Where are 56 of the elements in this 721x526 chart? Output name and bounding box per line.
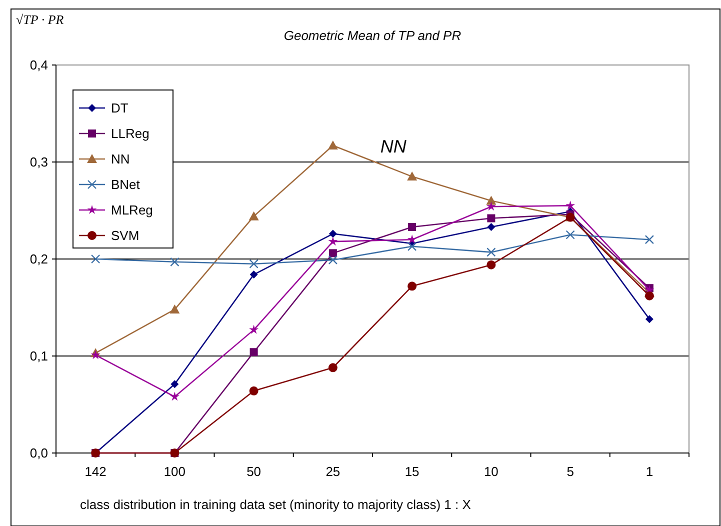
point [486, 196, 496, 205]
point [566, 230, 575, 240]
point [407, 234, 417, 244]
point [486, 248, 496, 257]
x-tick-label: 5 [566, 464, 574, 479]
point [328, 255, 338, 265]
point [249, 324, 259, 334]
point [408, 282, 417, 291]
point [328, 230, 337, 238]
point [487, 222, 496, 231]
x-tick-label: 15 [404, 464, 420, 479]
chart-title: Geometric Mean of TP and PR [284, 28, 462, 43]
point [250, 348, 258, 356]
y-tick-label: 0,0 [30, 446, 48, 461]
legend-label: LLReg [111, 126, 150, 142]
legend-label: DT [111, 100, 128, 116]
point [249, 386, 258, 396]
y-axis-title: √TP · PR [16, 12, 64, 27]
point [328, 363, 338, 372]
point [486, 260, 496, 270]
point [486, 202, 496, 211]
x-tick-label: 142 [84, 464, 106, 479]
legend-label: SVM [111, 228, 140, 244]
point [566, 200, 576, 210]
x-tick-label: 50 [246, 464, 262, 479]
x-tick-label: 25 [326, 464, 340, 479]
legend-label: NN [111, 152, 130, 167]
point [249, 259, 258, 268]
x-tick-label: 1 [646, 464, 654, 479]
point [170, 380, 179, 388]
y-tick-label: 0,4 [30, 58, 48, 73]
point [170, 304, 180, 314]
y-tick-label: 0,3 [30, 154, 48, 170]
x-axis-title: class distribution in training data set (minority to majority class) 1 : X [80, 497, 472, 512]
point [408, 222, 416, 231]
y-tick-label: 0,2 [30, 252, 48, 267]
point [170, 392, 180, 401]
legend-label: MLReg [111, 202, 153, 218]
x-tick-label: 10 [484, 464, 498, 479]
point [250, 270, 258, 279]
point [407, 172, 418, 181]
point [644, 235, 654, 244]
point [328, 236, 338, 246]
x-tick-label: 100 [164, 464, 186, 479]
y-tick-label: 0,1 [30, 348, 48, 364]
point [487, 214, 496, 222]
point [644, 291, 654, 300]
point [328, 140, 338, 150]
annotation: NN [380, 136, 408, 156]
legend-label: BNet [111, 177, 140, 192]
point [90, 254, 100, 264]
point [248, 211, 259, 220]
point [170, 257, 180, 267]
point [645, 315, 654, 324]
point [328, 249, 337, 258]
point [407, 242, 417, 251]
